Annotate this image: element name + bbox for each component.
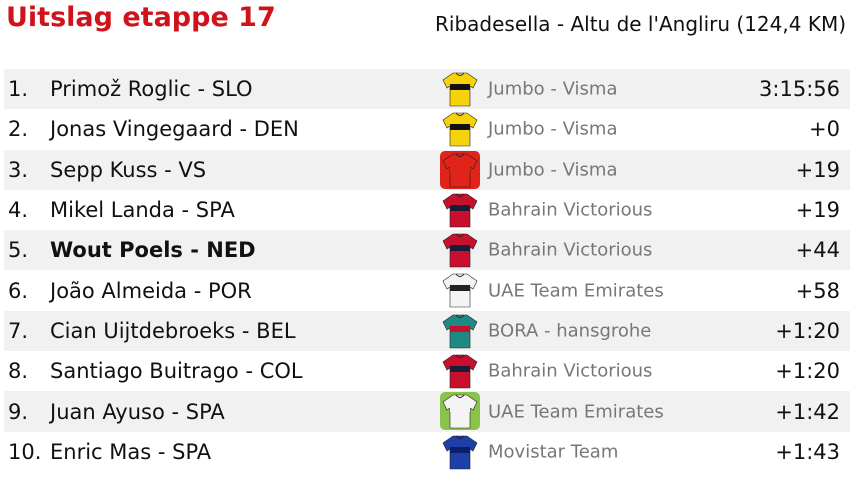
time: +19	[795, 198, 840, 223]
result-row: 2. Jonas Vingegaard - DEN Jumbo - Visma +0	[4, 109, 850, 149]
jersey-icon	[442, 233, 478, 268]
rider: Primož Roglic - SLO	[50, 77, 253, 102]
rank: 6.	[8, 278, 29, 303]
team: Movistar Team	[488, 441, 619, 463]
rider: Juan Ayuso - SPA	[50, 399, 225, 424]
team: Bahrain Victorious	[488, 360, 653, 382]
result-row: 4. Mikel Landa - SPA Bahrain Victorious +19	[4, 190, 850, 230]
time: +44	[795, 238, 840, 263]
result-row: 7. Cian Uijtdebroeks - BEL BORA - hansgroh…	[4, 310, 850, 352]
rank: 7.	[8, 318, 29, 343]
time: +58	[795, 278, 840, 303]
result-row: 8. Santiago Buitrago - COL Bahrain Victori…	[4, 351, 850, 391]
team: UAE Team Emirates	[488, 401, 664, 423]
rider: Enric Mas - SPA	[50, 439, 212, 464]
result-row: 3. Sepp Kuss - VS Jumbo - Visma +19	[4, 149, 850, 190]
rank: 8.	[8, 359, 29, 384]
jersey-icon	[442, 435, 478, 469]
rank: 9.	[8, 399, 29, 424]
time: +19	[795, 157, 840, 182]
time: +0	[809, 117, 840, 142]
team: Bahrain Victorious	[488, 239, 653, 261]
jersey-icon	[442, 193, 478, 228]
result-row: 9. Juan Ayuso - SPA UAE Team Emirates +1:42	[4, 391, 850, 432]
rider: João Almeida - POR	[50, 278, 252, 303]
rank: 2.	[8, 117, 29, 142]
rank: 1.	[8, 77, 29, 102]
jersey-icon	[442, 274, 478, 308]
rank: 5.	[8, 238, 29, 263]
team: Bahrain Victorious	[488, 199, 653, 221]
team: UAE Team Emirates	[488, 280, 664, 302]
result-row: 10. Enric Mas - SPA Movistar Team +1:43	[4, 432, 850, 472]
jersey-icon	[442, 72, 478, 107]
time: +1:43	[775, 439, 840, 464]
title: Uitslag etappe 17	[6, 2, 276, 33]
jersey-icon	[442, 354, 478, 389]
jersey-icon	[442, 314, 478, 349]
result-row: 1. Primož Roglic - SLO Jumbo - Visma 3:15:5…	[4, 69, 850, 110]
rank: 3.	[8, 157, 29, 182]
time: +1:20	[775, 318, 840, 343]
rank: 10.	[8, 439, 42, 464]
team: Jumbo - Visma	[488, 118, 618, 140]
jersey-icon	[440, 150, 480, 189]
team: BORA - hansgrohe	[488, 320, 652, 342]
rider: Jonas Vingegaard - DEN	[50, 117, 299, 142]
rider: Mikel Landa - SPA	[50, 198, 235, 223]
result-row: 5. Wout Poels - NED Bahrain Victorious +44	[4, 230, 850, 271]
rank: 4.	[8, 198, 29, 223]
results-table: 1. Primož Roglic - SLO Jumbo - Visma 3:15:5…	[4, 69, 850, 472]
jersey-icon	[442, 112, 478, 147]
team: Jumbo - Visma	[488, 159, 618, 181]
time: +1:20	[775, 359, 840, 384]
jersey-icon	[440, 392, 480, 431]
time: +1:42	[775, 399, 840, 424]
rider: Wout Poels - NED	[50, 238, 256, 263]
time: 3:15:56	[759, 77, 840, 102]
rider: Santiago Buitrago - COL	[50, 359, 303, 384]
rider: Sepp Kuss - VS	[50, 157, 207, 182]
rider: Cian Uijtdebroeks - BEL	[50, 318, 296, 343]
subtitle: Ribadesella - Altu de l'Angliru (124,4 K…	[435, 12, 846, 36]
result-row: 6. João Almeida - POR UAE Team Emirates +58	[4, 270, 850, 310]
team: Jumbo - Visma	[488, 78, 618, 100]
